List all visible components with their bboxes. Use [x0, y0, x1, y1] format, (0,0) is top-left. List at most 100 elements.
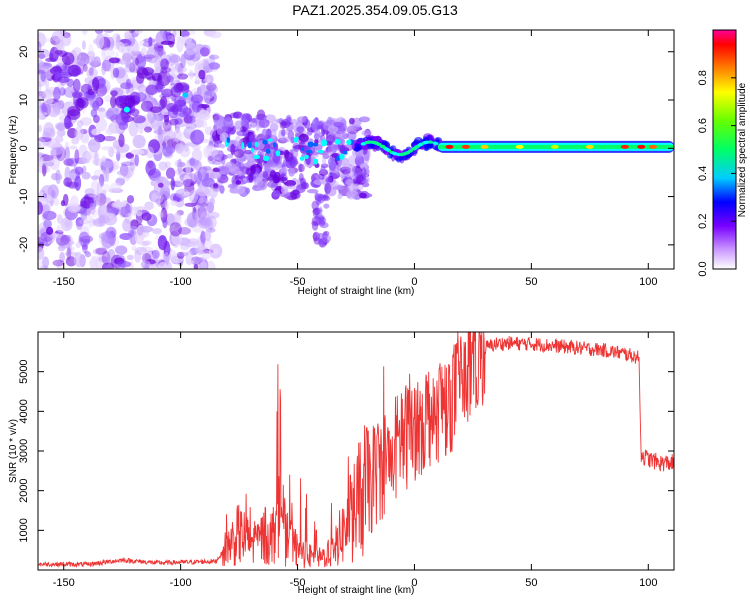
snr-y-ticks: 1000 2000 3000 4000 5000 [18, 359, 674, 543]
spectrogram-cell [48, 195, 53, 202]
spectrogram-cell [194, 210, 205, 223]
spectrogram-cell [325, 119, 336, 125]
spectrogram-cell [41, 104, 47, 111]
spectrogram-x-label: Height of straight line (km) [298, 286, 415, 297]
spectrogram-cell [162, 178, 170, 189]
spectrogram-cell [164, 247, 172, 253]
spectrogram-cell [53, 86, 61, 101]
spectrogram-cell [103, 212, 118, 226]
spectrogram-cell [254, 141, 259, 147]
spectrogram-cell [283, 191, 292, 199]
snr-y-tick-label: 4000 [18, 399, 30, 423]
spectrogram-cell [53, 197, 60, 207]
spectrogram-cell [334, 138, 341, 145]
spectrogram-cell [160, 95, 168, 109]
spectrogram-cell [171, 230, 183, 246]
spectrogram-cell [204, 228, 212, 242]
spectrogram-cell [167, 34, 174, 42]
spectrogram-cell [138, 125, 144, 134]
spectrogram-cell [102, 160, 114, 169]
spectrogram-cell [80, 132, 90, 144]
spectrogram-cell [314, 174, 323, 180]
spectrogram-cell [164, 200, 169, 211]
spectrogram-cell [183, 48, 196, 61]
spectrogram-cell [320, 139, 328, 147]
spectrogram-cell [201, 232, 206, 248]
spectrogram-cell [78, 219, 91, 225]
spectrogram-cell [113, 41, 125, 51]
spectrogram-cell [265, 148, 271, 154]
spectrogram-cell [50, 232, 63, 239]
spectrogram-cell [262, 139, 268, 145]
spectrogram-cell [42, 127, 56, 139]
spectrogram-cell [280, 167, 289, 173]
spectrogram-cell [197, 216, 212, 229]
spectrogram-cell [134, 249, 142, 263]
spectrogram-cell [135, 53, 147, 69]
spectrogram-cell [249, 132, 258, 143]
spectrogram-cell [128, 229, 135, 238]
spectrogram-cell [318, 206, 323, 216]
spectrogram-cell [112, 201, 127, 208]
spectrogram-cell [247, 141, 252, 149]
spectrogram-cell [339, 153, 345, 160]
spectrogram-cell [42, 210, 57, 221]
spectrogram-cell [197, 196, 210, 212]
spectrogram-cell [75, 241, 81, 249]
spectrogram-cell [269, 122, 279, 132]
spectrogram-cell [225, 125, 231, 134]
spectrogram-cell [281, 186, 288, 195]
spectrogram-y-ticks: -20 -10 0 10 20 [18, 46, 674, 253]
spectrogram-cell [101, 250, 111, 265]
spectrogram-cell [272, 174, 280, 184]
spectrogram-cell [134, 57, 139, 66]
spectrogram-cell [115, 112, 130, 126]
spectrogram-cell [79, 129, 88, 135]
spectrogram-cell [174, 211, 182, 228]
spectrogram-cell [165, 213, 176, 226]
spectrogram-cell [348, 117, 355, 125]
spectrogram-cell [101, 189, 107, 197]
spectrogram-cell [103, 30, 114, 34]
spectrogram-cell [56, 173, 63, 181]
spectrogram-cell [241, 142, 245, 149]
spectrogram-cell [182, 35, 192, 44]
spectrogram-cell [235, 180, 242, 185]
spectrogram-cell [82, 221, 92, 230]
snr-y-tick-label: 3000 [18, 439, 30, 463]
spectrogram-cell [116, 150, 121, 162]
spectrogram-cell [147, 170, 161, 179]
spectrogram-frame [37, 29, 675, 270]
spectrogram-cell [332, 186, 344, 191]
spectrogram-cell [101, 233, 115, 249]
spectrogram-cell [47, 104, 61, 118]
spectrogram-cell [170, 177, 175, 191]
spectrogram-cell [139, 225, 154, 233]
spectrogram-cell [92, 158, 106, 166]
spectrogram-cell [316, 120, 324, 126]
spectrogram-cell [237, 145, 247, 156]
spectrogram-cell [121, 166, 134, 179]
spectrogram-cell [360, 142, 366, 146]
spectrogram-cell [205, 74, 214, 85]
spectrogram-cell [176, 36, 184, 53]
spectrogram-cell [95, 33, 105, 49]
spectrogram-cell [193, 264, 199, 269]
spectrogram-x-tick-label: -50 [290, 276, 306, 288]
spectrogram-cell [398, 152, 404, 157]
spectrogram-cell [391, 151, 397, 156]
spectrogram-cell [49, 198, 54, 207]
spectrogram-cell [423, 140, 429, 145]
spectrogram-cell [101, 146, 113, 151]
spectrogram-cell [198, 257, 204, 263]
spectrogram-cell [174, 143, 184, 154]
spectrogram-cell [211, 150, 223, 160]
spectrogram-cell [75, 218, 83, 231]
spectrogram-cell [175, 188, 190, 199]
spectrogram-cell [216, 126, 223, 135]
spectrogram-cell [202, 165, 212, 171]
spectrogram-cell [184, 143, 189, 153]
spectrogram-cell [313, 158, 319, 165]
spectrogram-cell [155, 51, 166, 56]
spectrogram-cell [66, 109, 81, 120]
